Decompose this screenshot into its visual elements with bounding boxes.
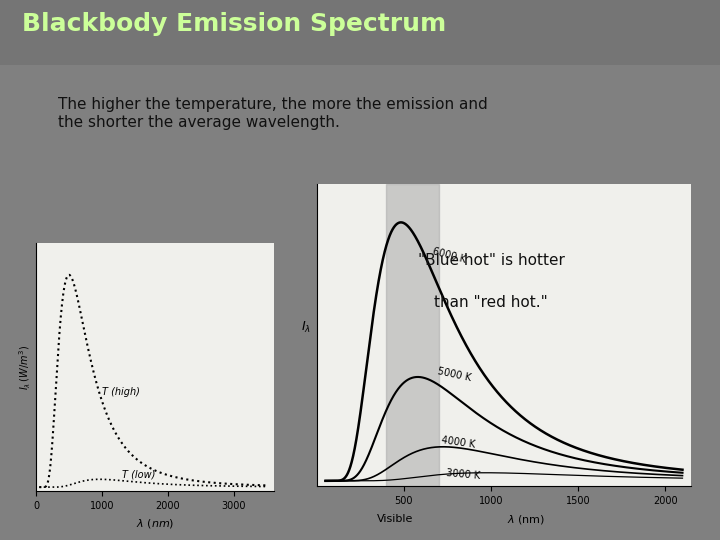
Text: 5000 K: 5000 K: [437, 366, 472, 383]
X-axis label: $\lambda\ (nm)$: $\lambda\ (nm)$: [135, 517, 174, 530]
Text: T (high): T (high): [102, 387, 140, 397]
Text: 4000 K: 4000 K: [441, 435, 475, 449]
Text: Visible: Visible: [377, 514, 413, 524]
Text: 6000 K: 6000 K: [432, 246, 467, 264]
Text: The higher the temperature, the more the emission and
the shorter the average wa: The higher the temperature, the more the…: [58, 97, 487, 130]
Text: "Blue hot" is hotter: "Blue hot" is hotter: [418, 253, 564, 268]
Text: Blackbody Emission Spectrum: Blackbody Emission Spectrum: [22, 12, 446, 36]
Text: $\lambda$ (nm): $\lambda$ (nm): [507, 512, 545, 525]
Text: than "red hot.": than "red hot.": [434, 295, 548, 310]
Text: 3000 K: 3000 K: [446, 468, 480, 481]
Text: T (low): T (low): [122, 470, 156, 480]
Y-axis label: $I_\lambda\,(W/m^3)$: $I_\lambda\,(W/m^3)$: [18, 345, 33, 390]
Y-axis label: $I_{\lambda}$: $I_{\lambda}$: [301, 320, 310, 335]
Bar: [387, 184, 438, 486]
